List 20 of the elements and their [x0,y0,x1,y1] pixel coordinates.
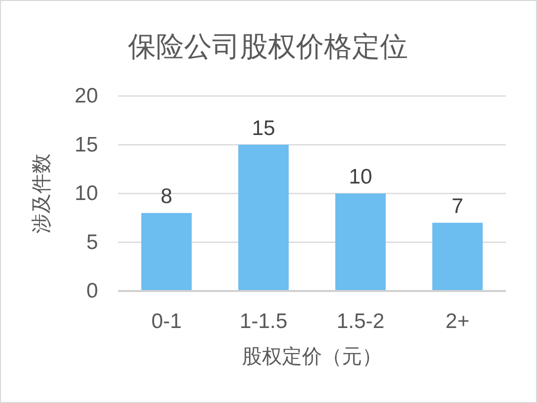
y-axis-title: 涉及件数 [31,154,53,234]
y-tick-label: 15 [74,133,98,156]
bar [141,213,192,291]
chart-title: 保险公司股权价格定位 [128,31,408,62]
data-label: 7 [452,194,464,218]
y-tick-label: 0 [86,280,98,302]
x-tick-label: 1-1.5 [240,310,288,333]
bar [432,222,483,291]
x-axis-title: 股权定价（元） [242,346,382,368]
bar [238,144,289,291]
data-label: 15 [252,116,276,140]
y-tick-label: 5 [86,230,98,254]
data-label: 10 [348,166,372,188]
y-tick-label: 20 [74,84,98,108]
x-tick-label: 1.5-2 [336,310,384,333]
x-tick-label: 0-1 [151,310,182,333]
x-tick-label: 2+ [446,310,470,333]
y-tick-label: 10 [74,182,98,205]
bar [335,194,386,291]
data-label: 8 [160,185,172,208]
